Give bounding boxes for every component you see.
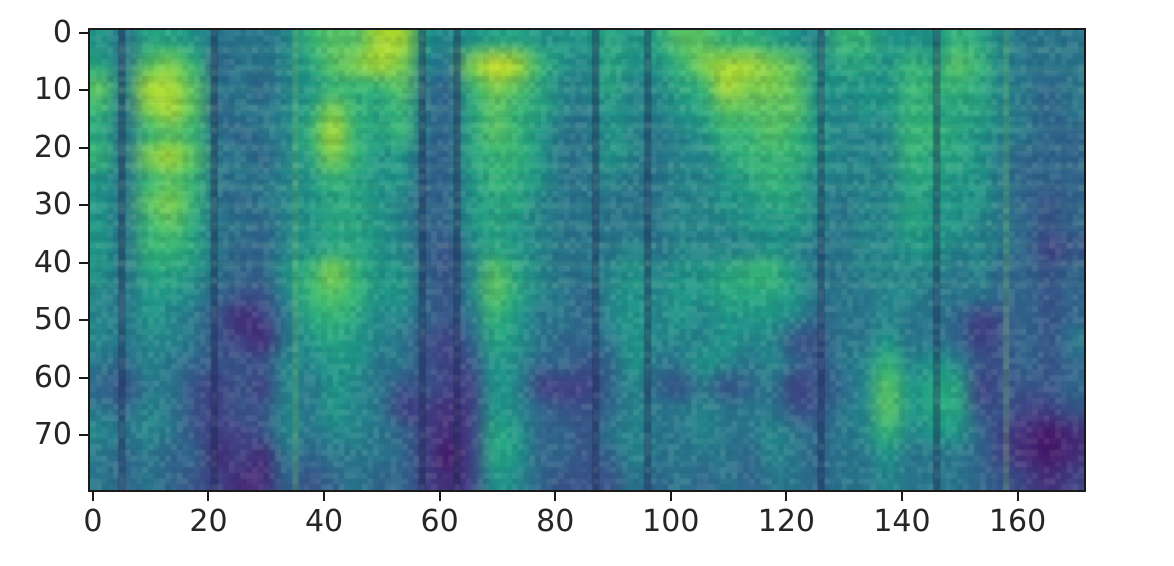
x-tick-label: 120	[757, 504, 816, 539]
y-tick-label: 50	[33, 302, 72, 338]
spectrogram-heatmap	[90, 30, 1084, 490]
y-tick-mark	[79, 261, 88, 264]
x-tick-label: 100	[642, 504, 700, 539]
y-tick-mark	[79, 89, 88, 92]
x-tick-mark	[554, 492, 557, 501]
x-tick-mark	[669, 492, 672, 501]
y-tick-mark	[79, 204, 88, 207]
x-tick-mark	[323, 492, 326, 501]
x-tick-label: 60	[420, 504, 459, 539]
y-tick-mark	[79, 434, 88, 437]
x-tick-label: 140	[873, 504, 931, 539]
y-tick-label: 30	[33, 187, 72, 223]
y-tick-label: 60	[33, 359, 72, 395]
y-tick-label: 0	[52, 14, 72, 50]
y-tick-mark	[79, 376, 88, 379]
y-tick-label: 20	[33, 129, 72, 165]
x-tick-label: 0	[83, 504, 103, 539]
y-tick-mark	[79, 31, 88, 34]
x-tick-label: 40	[304, 504, 344, 539]
y-tick-mark	[79, 146, 88, 149]
y-tick-label: 40	[33, 244, 72, 280]
y-tick-label: 70	[33, 417, 72, 453]
x-tick-label: 80	[536, 504, 575, 539]
x-tick-mark	[207, 492, 210, 501]
y-tick-label: 10	[33, 72, 72, 108]
y-tick-mark	[79, 319, 88, 322]
x-tick-mark	[785, 492, 788, 501]
x-tick-label: 160	[988, 504, 1047, 539]
x-tick-mark	[1016, 492, 1019, 501]
x-tick-label: 20	[189, 504, 228, 539]
x-tick-mark	[900, 492, 903, 501]
x-tick-mark	[438, 492, 441, 501]
x-tick-mark	[91, 492, 94, 501]
plot-frame	[88, 28, 1086, 492]
